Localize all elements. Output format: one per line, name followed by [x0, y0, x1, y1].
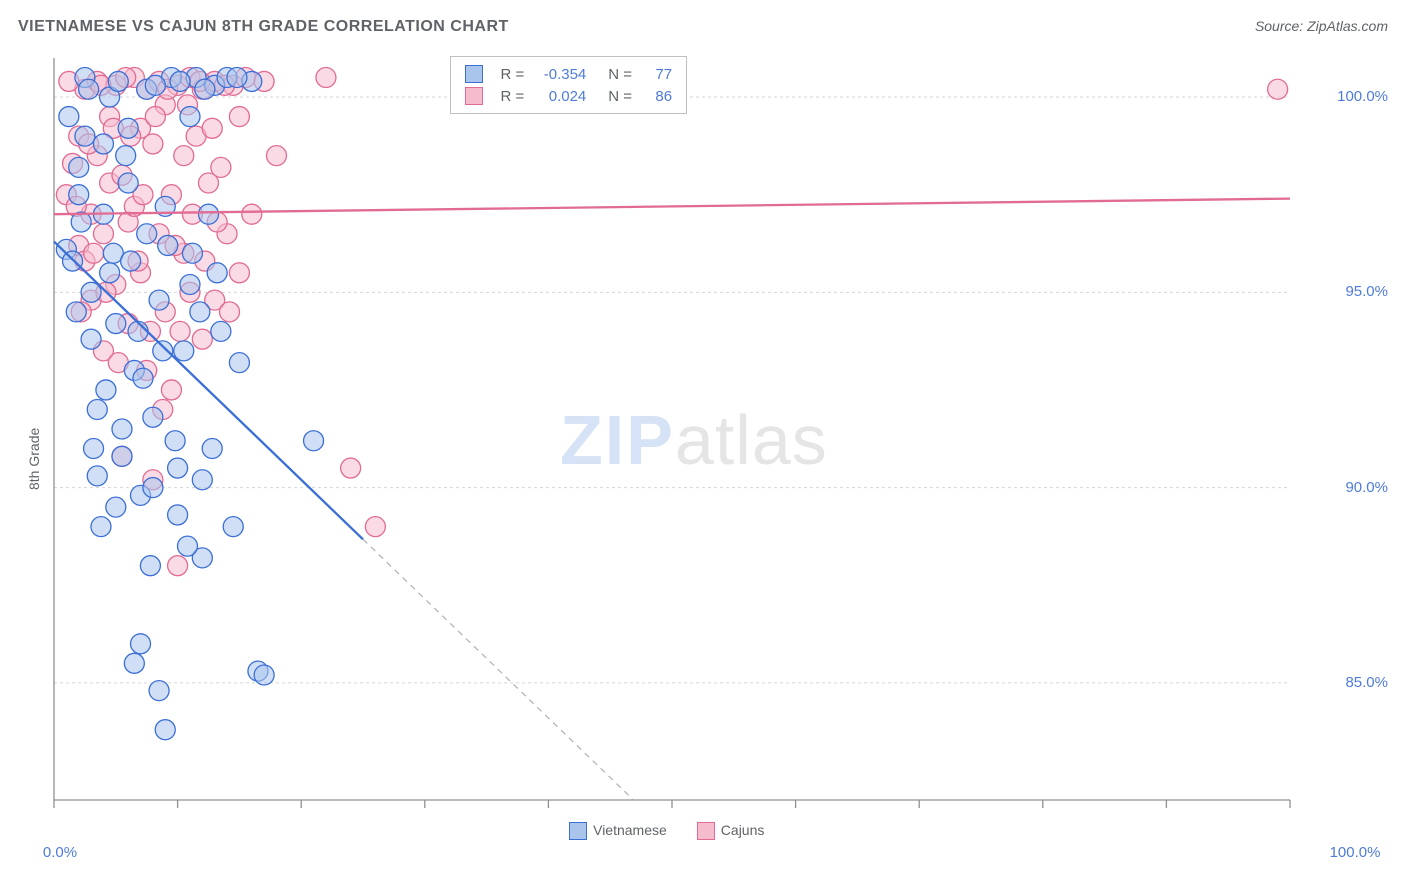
chart-source: Source: ZipAtlas.com: [1255, 18, 1388, 34]
stats-row: R = -0.354 N = 77: [465, 63, 673, 85]
legend-swatch: [569, 822, 587, 840]
chart-legend: Vietnamese Cajuns: [569, 822, 764, 840]
scatter-chart: [50, 50, 1350, 820]
legend-label: Cajuns: [721, 822, 765, 838]
stats-r-value: -0.354: [536, 66, 586, 83]
y-tick-label: 85.0%: [1345, 674, 1388, 691]
stats-n-value: 77: [644, 66, 672, 83]
y-tick-label: 95.0%: [1345, 283, 1388, 300]
legend-label: Vietnamese: [593, 822, 667, 838]
legend-swatch: [697, 822, 715, 840]
stats-r-label: R =: [501, 66, 525, 83]
x-axis-max-label: 100.0%: [1320, 844, 1390, 861]
chart-title: VIETNAMESE VS CAJUN 8TH GRADE CORRELATIO…: [18, 18, 509, 36]
legend-item: Vietnamese: [569, 822, 667, 840]
stats-r-label: R =: [501, 88, 525, 105]
stats-n-value: 86: [644, 88, 672, 105]
stats-n-label: N =: [608, 88, 632, 105]
x-axis-min-label: 0.0%: [40, 844, 80, 861]
stats-n-label: N =: [608, 66, 632, 83]
legend-item: Cajuns: [697, 822, 765, 840]
y-tick-label: 100.0%: [1337, 88, 1388, 105]
series-swatch: [465, 87, 483, 105]
y-tick-label: 90.0%: [1345, 479, 1388, 496]
stats-row: R = 0.024 N = 86: [465, 85, 673, 107]
stats-legend-box: R = -0.354 N = 77 R = 0.024 N = 86: [450, 56, 688, 114]
y-axis-label: 8th Grade: [26, 428, 42, 490]
series-swatch: [465, 65, 483, 83]
stats-r-value: 0.024: [536, 88, 586, 105]
